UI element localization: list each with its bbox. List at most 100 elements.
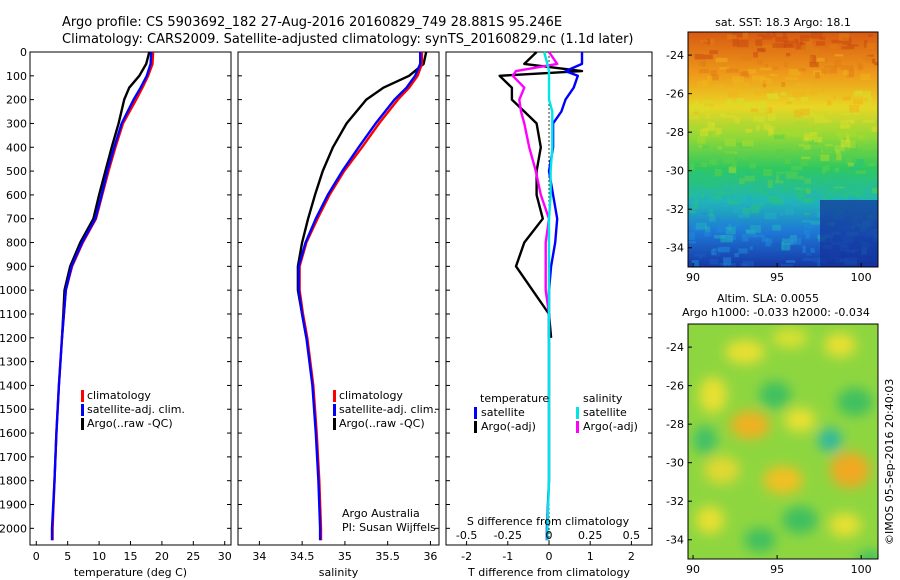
sst-streak (810, 55, 816, 63)
sst-streak (764, 53, 773, 57)
sst-streak (784, 62, 788, 68)
sst-streak (841, 113, 849, 116)
sst-streak (876, 59, 878, 63)
diff-top-tick-label: 0.25 (578, 529, 603, 542)
sst-streak (767, 180, 773, 188)
sst-streak (825, 164, 830, 171)
sst-streak (725, 104, 729, 108)
depth-tick-label: 800 (6, 237, 27, 250)
sla-map: Altim. SLA: 0.0055 Argo h1000: -0.033 h2… (666, 292, 879, 576)
sst-streak (772, 224, 781, 231)
sst-streak (689, 198, 694, 205)
salinity-series-line (297, 52, 422, 541)
sst-streak (701, 106, 709, 112)
sst-streak (731, 222, 742, 227)
legend-title-salinity: salinity (583, 392, 623, 405)
sst-streak (726, 171, 731, 180)
diff-top-tick-label: -0.25 (494, 529, 522, 542)
sst-streak (751, 75, 765, 81)
sst-streak (816, 41, 826, 46)
sst-streak (874, 61, 878, 66)
sst-streak (863, 119, 875, 123)
sst-streak (806, 249, 810, 255)
sst-streak (784, 158, 791, 165)
sst-streak (689, 210, 696, 214)
sst-streak (820, 154, 830, 162)
sst-streak (861, 84, 867, 87)
sst-streak (754, 91, 761, 96)
sst-streak (870, 149, 878, 158)
map-ytick-label: -28 (666, 126, 684, 139)
sst-streak (868, 97, 873, 104)
sst-streak (847, 140, 856, 149)
panel-credit-line: Argo Australia (342, 507, 420, 520)
sst-streak (693, 253, 706, 257)
sla-blob (837, 388, 873, 416)
sst-streak (727, 34, 737, 40)
diff-top-tick-label: 0 (546, 529, 553, 542)
legend-entry: Argo(-adj) (583, 420, 638, 433)
sst-streak (804, 196, 818, 204)
sla-blob (772, 328, 808, 348)
sst-streak (803, 221, 813, 229)
sst-streak (827, 100, 832, 106)
sst-streak (710, 69, 717, 76)
sst-streak (842, 97, 851, 101)
sst-streak (786, 171, 798, 179)
legend-swatch (474, 407, 477, 419)
sst-streak (782, 32, 787, 39)
sst-streak (816, 262, 822, 267)
legend-entry: satellite-adj. clim. (339, 403, 437, 416)
sst-streak (729, 125, 737, 131)
sst-streak (775, 36, 789, 43)
sst-streak (695, 222, 708, 230)
sst-streak (688, 182, 693, 188)
sst-streak (766, 32, 771, 37)
legend-entry: satellite (583, 406, 627, 419)
sst-streak (823, 147, 831, 153)
sst-streak (846, 44, 859, 47)
sst-streak (699, 128, 709, 137)
sst-streak (838, 131, 849, 140)
sst-streak (724, 138, 736, 147)
sst-streak (784, 208, 795, 215)
sst-streak (736, 98, 745, 106)
salinity-panel: 34 34.5 35 35.5 36 salinity climatologysatelli… (237, 51, 440, 579)
sst-streak (740, 53, 752, 61)
sst-streak (809, 62, 819, 68)
temperature-xtick-label: 30 (218, 550, 232, 563)
sst-streak (741, 221, 747, 224)
sst-streak (745, 128, 753, 133)
sst-streak (753, 51, 758, 58)
sst-streak (704, 226, 711, 233)
sst-streak (753, 234, 765, 238)
sst-streak (825, 119, 832, 123)
sst-streak (784, 178, 793, 183)
sst-streak (742, 82, 750, 91)
sst-streak (748, 233, 756, 238)
sst-streak (849, 119, 856, 124)
sst-streak (867, 34, 873, 38)
sst-streak (772, 66, 779, 70)
sst-streak (698, 68, 710, 74)
sst-streak (756, 151, 768, 154)
sst-streak (708, 212, 714, 217)
sst-streak (786, 52, 791, 57)
sst-streak (834, 54, 844, 57)
sst-streak (772, 43, 786, 48)
sst-streak (800, 41, 804, 46)
sst-streak (819, 36, 826, 40)
sst-streak (770, 243, 780, 248)
salinity-xtick-label: 34.5 (290, 550, 315, 563)
sst-streak (742, 155, 746, 160)
sst-streak (768, 128, 773, 136)
sst-streak (698, 198, 709, 204)
depth-tick-label: 300 (6, 117, 27, 130)
map-ytick-label: -24 (666, 341, 684, 354)
sst-streak (742, 208, 750, 215)
sst-streak (720, 113, 726, 117)
sst-streak (704, 230, 711, 237)
sst-streak (831, 39, 843, 44)
diff-top-tick-label: -0.5 (456, 529, 477, 542)
sst-streak (769, 87, 774, 95)
